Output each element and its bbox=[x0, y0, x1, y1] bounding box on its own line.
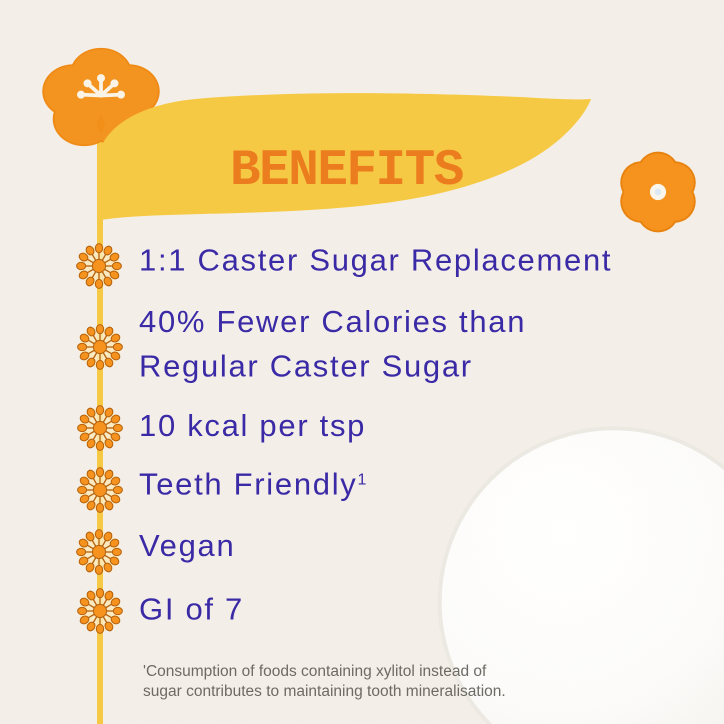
svg-text:'Consumption of foods containi: 'Consumption of foods containing xylitol… bbox=[143, 663, 487, 680]
svg-text:GI of 7: GI of 7 bbox=[139, 591, 244, 626]
svg-text:1:1 Caster Sugar Replacement: 1:1 Caster Sugar Replacement bbox=[139, 243, 612, 278]
svg-text:Teeth Friendly1: Teeth Friendly1 bbox=[139, 466, 368, 501]
svg-text:sugar contributes to maintaini: sugar contributes to maintaining tooth m… bbox=[143, 683, 506, 700]
svg-text:40% Fewer Calories than: 40% Fewer Calories than bbox=[139, 304, 526, 339]
svg-text:10 kcal per tsp: 10 kcal per tsp bbox=[139, 408, 366, 443]
svg-text:BENEFITS: BENEFITS bbox=[230, 143, 464, 200]
svg-text:Regular Caster Sugar: Regular Caster Sugar bbox=[139, 348, 473, 383]
svg-text:Vegan: Vegan bbox=[139, 528, 235, 563]
